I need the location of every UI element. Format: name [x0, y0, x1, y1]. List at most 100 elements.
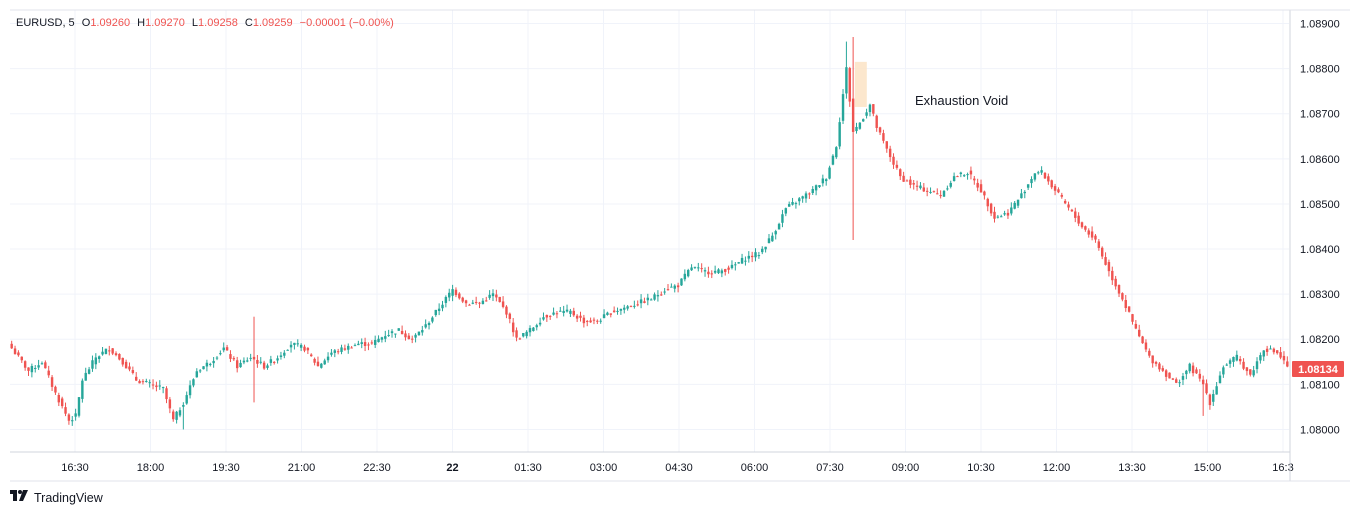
candle-body [404, 333, 407, 338]
candle-body [1040, 170, 1043, 173]
candle-body [185, 395, 188, 404]
candle-body [1057, 189, 1060, 193]
candle-body [330, 352, 333, 355]
x-tick-label: 22:30 [363, 462, 391, 474]
candle-body [471, 302, 475, 304]
candle-body [781, 214, 784, 223]
candle-body [84, 372, 87, 381]
candle-body [478, 302, 481, 304]
candle-body [653, 294, 656, 300]
candle-body [734, 264, 737, 266]
candle-body [1127, 306, 1131, 312]
candle-body [545, 314, 549, 318]
candle-body [851, 98, 855, 132]
candle-body [993, 211, 996, 219]
candle-body [639, 299, 643, 304]
candle-body [64, 407, 67, 414]
candle-body [1006, 212, 1010, 216]
candle-body [161, 387, 165, 389]
candle-body [559, 310, 562, 312]
candle-body [232, 358, 236, 360]
candle-body [673, 285, 676, 289]
candle-body [1063, 200, 1067, 204]
y-tick-label: 1.08600 [1300, 154, 1340, 166]
candle-body [1249, 369, 1252, 375]
brand-name: TradingView [34, 490, 103, 505]
candle-body [1279, 352, 1282, 358]
candle-body [276, 358, 279, 361]
candle-body [178, 410, 182, 416]
candle-body [1191, 365, 1195, 374]
candle-body [1198, 373, 1202, 379]
x-tick-label: 12:00 [1043, 462, 1071, 474]
candle-body [989, 203, 993, 214]
candle-body [390, 331, 394, 334]
candle-body [1060, 194, 1064, 197]
candle-body [222, 347, 225, 351]
candle-body [1178, 382, 1181, 384]
candle-body [686, 270, 690, 277]
candle-body [787, 204, 791, 207]
candle-body [1003, 213, 1006, 215]
candle-body [316, 361, 320, 367]
candle-body [1222, 367, 1225, 375]
candle-body [1232, 356, 1235, 362]
candle-body [801, 196, 804, 199]
candle-body [81, 380, 84, 399]
candle-body [1053, 186, 1057, 191]
candle-body [380, 337, 384, 340]
candle-body [848, 68, 851, 102]
candle-body [71, 420, 74, 422]
candle-body [289, 344, 293, 348]
candle-body [498, 296, 501, 303]
candle-body [138, 380, 141, 384]
candle-body [40, 363, 44, 365]
candle-body [464, 300, 468, 304]
candle-body [121, 357, 124, 365]
symbol-label[interactable]: EURUSD, 5 [16, 17, 75, 29]
candle-body [902, 175, 905, 182]
candle-body [922, 187, 926, 192]
candle-body [427, 322, 431, 326]
tradingview-brand[interactable]: TradingView [10, 490, 103, 505]
candle-body [707, 271, 710, 275]
candle-body [501, 301, 505, 307]
candle-body [269, 359, 273, 363]
candle-body [1124, 300, 1127, 309]
candle-body [1269, 348, 1272, 350]
candle-body [750, 255, 754, 258]
candle-body [1026, 184, 1030, 188]
candle-body [905, 180, 909, 182]
candle-body [114, 353, 118, 356]
candle-body [629, 306, 633, 308]
candle-body [552, 312, 555, 315]
candle-body [350, 347, 353, 349]
candle-body [586, 320, 589, 322]
candle-body [626, 306, 629, 309]
candle-body [367, 344, 370, 346]
candle-body [124, 361, 128, 369]
candle-body [363, 342, 367, 347]
y-tick-label: 1.08800 [1300, 64, 1340, 76]
candle-body [97, 356, 101, 360]
candle-body [811, 188, 814, 194]
candle-body [215, 357, 219, 359]
candle-body [818, 185, 821, 188]
x-tick-label: 19:30 [212, 462, 240, 474]
candle-body [1154, 361, 1158, 364]
candle-body [784, 208, 788, 214]
candle-body [34, 367, 37, 369]
candle-body [1148, 350, 1151, 356]
candle-body [838, 122, 841, 147]
x-tick-label: 06:00 [741, 462, 769, 474]
candle-body [646, 297, 650, 301]
candle-body [872, 104, 875, 114]
y-tick-label: 1.08000 [1300, 424, 1340, 436]
candle-body [377, 338, 380, 343]
y-tick-label: 1.08100 [1300, 379, 1340, 391]
candle-body [485, 300, 488, 302]
candle-body [209, 363, 212, 365]
candle-body [148, 382, 151, 384]
